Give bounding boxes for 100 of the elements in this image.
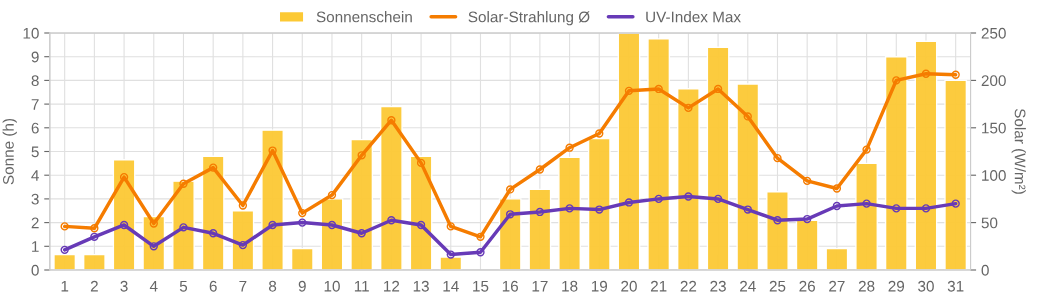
x-tick-label: 10 (324, 280, 340, 292)
point (624, 198, 634, 207)
point (535, 207, 545, 217)
bar (944, 79, 968, 270)
legend-label: UV-Index Max (646, 11, 741, 23)
x-tick-label: 3 (120, 280, 128, 292)
x-tick-label: 2 (90, 280, 98, 292)
point (476, 248, 485, 257)
bar (231, 210, 255, 270)
y-axis-title: Sonne (h) (2, 118, 17, 185)
x-tick-label: 27 (829, 280, 845, 292)
y-tick-label: 6 (31, 122, 39, 134)
bar (855, 162, 878, 270)
point (565, 143, 574, 152)
point (684, 103, 693, 113)
bar (676, 88, 700, 270)
bar (82, 253, 106, 270)
y-tick-label: 1 (32, 241, 39, 252)
point (298, 218, 307, 227)
point (238, 240, 248, 250)
x-tick-label: 23 (710, 280, 726, 292)
bar (320, 198, 344, 270)
x-tick-label: 29 (888, 280, 905, 292)
y-tick-label: 10 (23, 27, 39, 39)
point (209, 229, 218, 238)
y2-tick-label: 100 (982, 170, 1006, 181)
x-tick-label: 9 (298, 280, 306, 292)
point (238, 201, 248, 210)
point (60, 222, 69, 231)
x-tick-label: 19 (591, 280, 608, 292)
point (892, 76, 901, 85)
point (713, 194, 723, 204)
x-tick-label: 30 (918, 280, 934, 292)
bar (587, 137, 611, 270)
point (624, 86, 634, 95)
bar (53, 253, 77, 270)
x-tick-label: 20 (621, 280, 637, 292)
x-tick-label: 12 (384, 280, 400, 292)
bar (617, 33, 641, 270)
point (773, 153, 782, 163)
x-tick-label: 14 (443, 280, 459, 292)
point (743, 112, 752, 121)
bar (884, 56, 908, 270)
point (387, 216, 396, 225)
x-tick-label: 5 (179, 280, 188, 292)
bar (528, 188, 552, 270)
point (773, 216, 782, 225)
point (743, 205, 752, 214)
x-tick-label: 17 (532, 280, 548, 292)
legend-label: Solar-Strahlung Ø (468, 11, 590, 26)
bar (914, 40, 938, 270)
x-tick-label: 18 (562, 280, 578, 292)
point (149, 219, 158, 228)
y-tick-label: 5 (31, 146, 39, 158)
y2-tick-label: 150 (982, 122, 1006, 134)
x-tick-label: 8 (268, 280, 277, 292)
point (803, 214, 812, 224)
point (832, 201, 842, 211)
x-tick-label: 11 (354, 280, 369, 292)
point (416, 158, 426, 168)
point (803, 176, 812, 186)
bar (795, 219, 819, 270)
point (387, 116, 396, 125)
bar (825, 247, 849, 270)
x-tick-label: 31 (947, 280, 964, 292)
point (446, 250, 455, 259)
y-tick-label: 7 (31, 99, 39, 110)
bar (379, 105, 403, 270)
point (862, 145, 871, 154)
point (535, 165, 545, 174)
point (832, 184, 842, 193)
x-tick-label: 6 (209, 280, 217, 292)
y2-tick-label: 0 (981, 264, 989, 276)
legend-label: Sonnenschein (316, 11, 412, 23)
point (149, 242, 158, 251)
point (921, 69, 931, 78)
bar (647, 38, 671, 270)
y2-axis-title: Solar (W/m²) (1011, 108, 1026, 194)
x-tick-label: 26 (799, 280, 815, 292)
point (298, 208, 307, 218)
y-tick-label: 0 (31, 264, 39, 276)
point (565, 204, 574, 213)
point (119, 220, 129, 230)
bar (766, 191, 789, 270)
point (179, 223, 188, 232)
point (60, 245, 69, 255)
y-tick-label: 2 (31, 217, 39, 229)
point (209, 163, 218, 172)
x-tick-label: 24 (740, 280, 756, 292)
point (654, 84, 663, 94)
x-tick-label: 25 (769, 280, 786, 292)
point (357, 229, 366, 238)
point (357, 151, 366, 160)
point (179, 179, 188, 188)
point (119, 172, 129, 182)
point (90, 232, 99, 241)
bar (706, 46, 730, 270)
point (684, 192, 693, 201)
point (654, 194, 663, 204)
point (951, 199, 960, 208)
